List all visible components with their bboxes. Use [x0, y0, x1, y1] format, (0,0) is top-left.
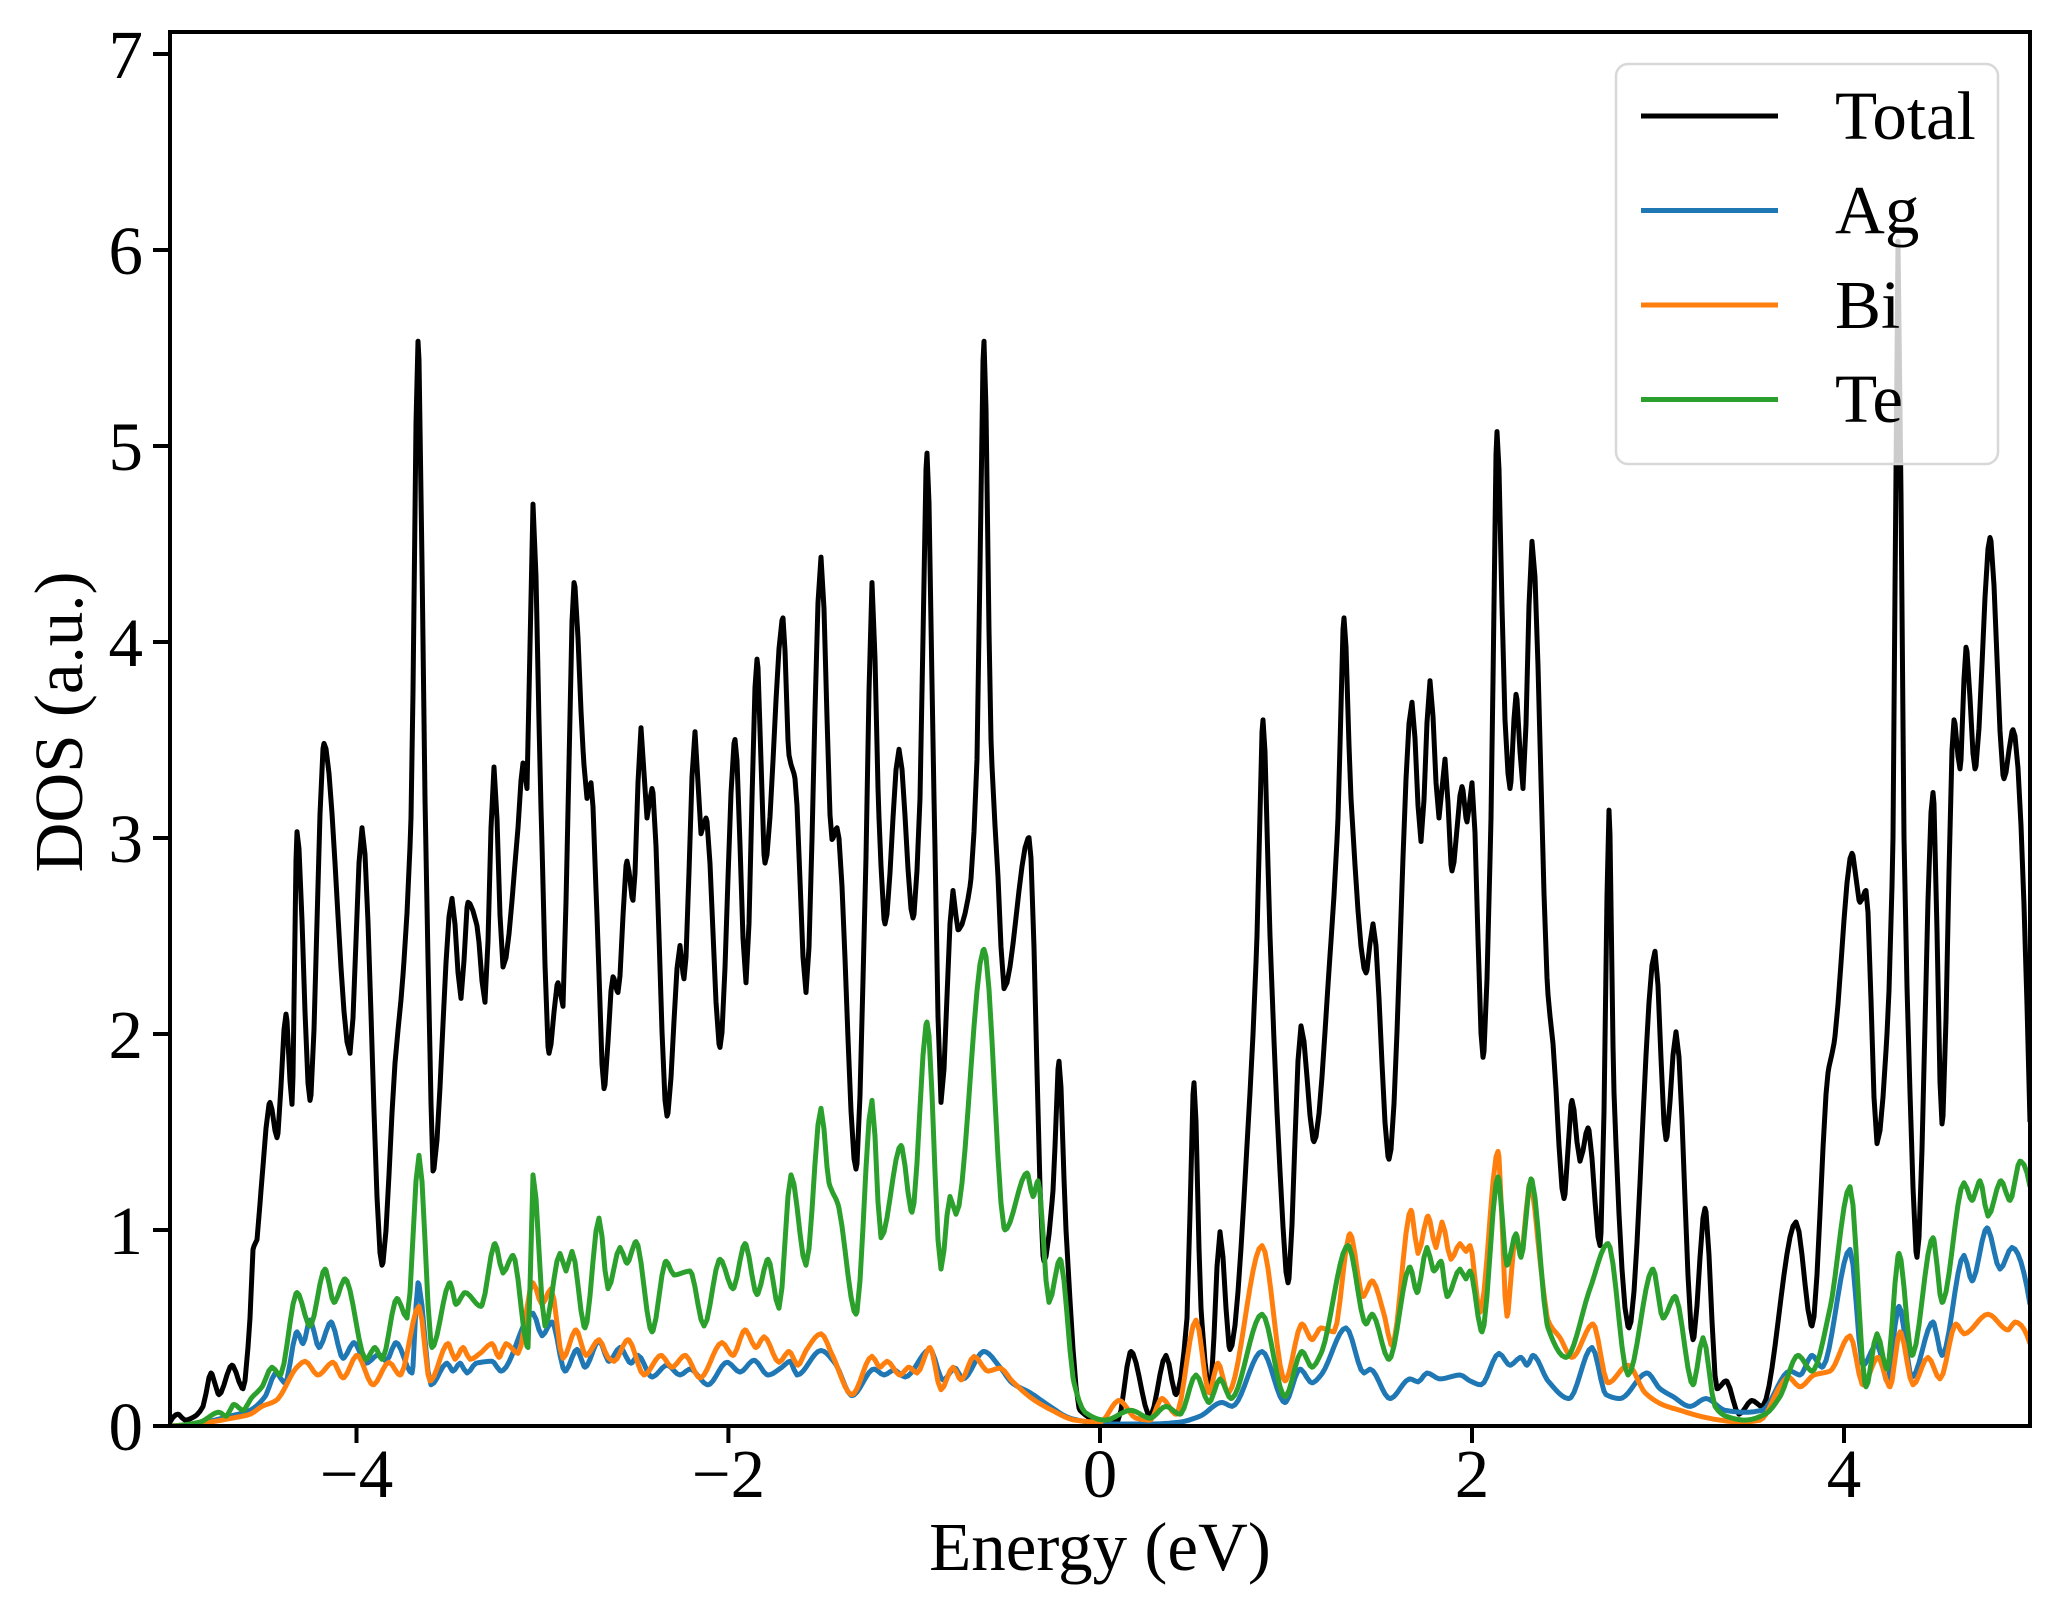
- svg-text:0: 0: [109, 1389, 144, 1465]
- svg-text:6: 6: [109, 213, 144, 289]
- svg-text:−2: −2: [692, 1436, 765, 1512]
- svg-text:2: 2: [1455, 1436, 1490, 1512]
- svg-text:7: 7: [109, 17, 144, 93]
- svg-text:Te: Te: [1835, 361, 1903, 437]
- svg-text:Ag: Ag: [1835, 172, 1919, 248]
- svg-text:1: 1: [109, 1193, 144, 1269]
- svg-text:4: 4: [1827, 1436, 1862, 1512]
- svg-text:4: 4: [109, 605, 144, 681]
- svg-text:3: 3: [109, 801, 144, 877]
- svg-text:0: 0: [1083, 1436, 1118, 1512]
- svg-text:DOS (a.u.): DOS (a.u.): [21, 572, 97, 873]
- svg-text:Energy (eV): Energy (eV): [929, 1509, 1271, 1585]
- svg-text:Bi: Bi: [1835, 267, 1900, 343]
- svg-text:Total: Total: [1835, 78, 1976, 154]
- svg-text:−4: −4: [320, 1436, 393, 1512]
- svg-text:2: 2: [109, 997, 144, 1073]
- svg-text:5: 5: [109, 409, 144, 485]
